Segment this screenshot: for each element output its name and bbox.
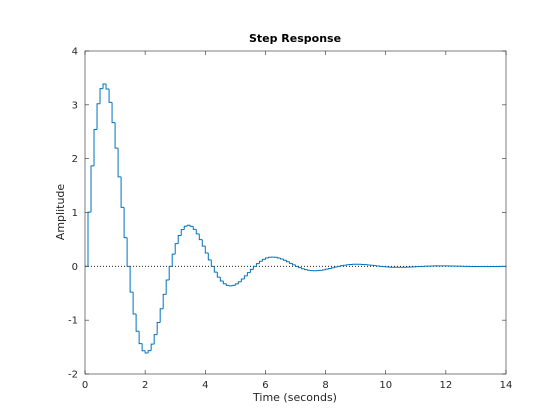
y-tick-label: 1: [72, 208, 78, 219]
step: [189, 225, 194, 227]
step: [240, 278, 245, 282]
step: [135, 314, 140, 332]
step: [334, 266, 338, 268]
x-tick-label: 14: [500, 380, 513, 391]
step: [246, 272, 251, 276]
step: [282, 259, 287, 261]
step: [204, 246, 209, 254]
step: [222, 280, 227, 285]
y-tick-label: 3: [72, 100, 78, 111]
step: [304, 268, 308, 271]
step: [213, 266, 218, 273]
step: [126, 237, 131, 267]
step: [192, 226, 197, 230]
step: [337, 265, 341, 268]
step: [105, 83, 110, 90]
step: [111, 102, 116, 124]
step: [301, 267, 305, 270]
step: [177, 234, 182, 244]
step: [114, 122, 119, 149]
step: [307, 269, 311, 271]
step: [150, 343, 155, 351]
x-tick-label: 2: [142, 380, 148, 391]
step: [117, 148, 122, 178]
step: [120, 176, 125, 208]
step: [331, 267, 335, 269]
step: [298, 266, 302, 269]
step: [180, 229, 185, 236]
y-tick-label: -2: [68, 370, 78, 381]
x-tick-label: 10: [379, 380, 392, 391]
step: [156, 321, 161, 335]
step: [198, 233, 203, 241]
step: [225, 283, 230, 286]
step: [258, 260, 263, 264]
step: [288, 261, 293, 264]
step: [99, 88, 104, 104]
x-tick-label: 8: [322, 380, 328, 391]
step: [183, 225, 188, 230]
step: [285, 260, 290, 263]
step: [231, 284, 236, 286]
step: [325, 268, 329, 270]
x-tick-label: 0: [82, 380, 88, 391]
x-tick-label: 6: [262, 380, 268, 391]
step: [234, 283, 239, 286]
step: [90, 165, 95, 213]
step: [159, 308, 164, 323]
step: [264, 257, 269, 260]
step: [93, 129, 98, 166]
step: [102, 83, 107, 89]
step: [153, 334, 158, 345]
step: [129, 266, 134, 293]
step: [141, 343, 146, 352]
step: [108, 89, 113, 103]
step: [210, 259, 215, 267]
y-tick-label: 0: [72, 262, 78, 273]
x-tick-label: 4: [202, 380, 208, 391]
step: [87, 211, 92, 267]
y-tick-label: -1: [68, 316, 78, 327]
x-axis-label: Time (seconds): [252, 391, 337, 404]
step: [328, 267, 332, 270]
step: [123, 207, 128, 239]
step: [186, 224, 191, 227]
plot-frame: [84, 50, 507, 375]
step: [165, 279, 170, 295]
step: [132, 292, 137, 315]
step: [249, 268, 254, 273]
step: [147, 350, 152, 353]
step: [138, 331, 143, 345]
x-tick-label: 12: [439, 380, 452, 391]
step: [276, 257, 281, 259]
y-axis-label: Amplitude: [54, 184, 67, 241]
y-tick-label: 2: [72, 154, 78, 165]
step: [237, 281, 242, 284]
step: [255, 263, 260, 267]
step: [168, 265, 173, 280]
step: [171, 253, 176, 267]
step: [174, 243, 179, 255]
step: [219, 277, 224, 282]
step: [252, 265, 257, 270]
step: [295, 264, 299, 267]
step: [279, 257, 284, 260]
step: [201, 239, 206, 247]
step: [162, 293, 167, 309]
chart-title: Step Response: [249, 32, 341, 45]
step: [195, 229, 200, 235]
step: [340, 265, 344, 267]
step: [291, 263, 296, 266]
step: [243, 275, 248, 279]
step: [267, 256, 272, 259]
step: [96, 103, 101, 130]
step: [216, 272, 221, 278]
step: [207, 253, 212, 261]
step: [261, 258, 266, 262]
y-tick-label: 4: [72, 47, 78, 58]
step: [144, 350, 149, 354]
